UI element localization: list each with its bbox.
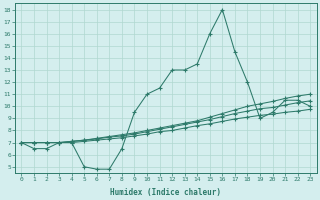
X-axis label: Humidex (Indice chaleur): Humidex (Indice chaleur) [110,188,221,197]
